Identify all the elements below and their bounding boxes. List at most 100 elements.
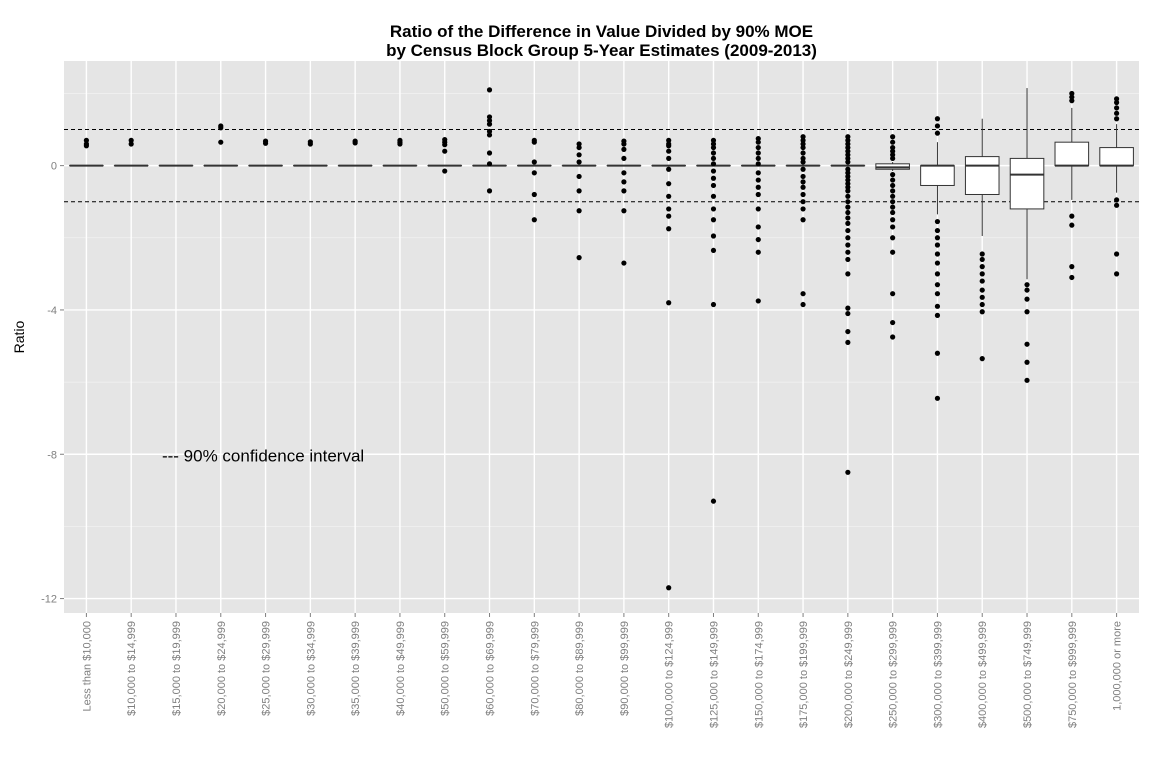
outlier-point (755, 144, 761, 151)
outlier-point (1069, 264, 1075, 270)
outlier-point (800, 159, 806, 165)
outlier-point (845, 148, 851, 154)
x-tick-label: $25,000 to $29,999 (261, 621, 273, 716)
box-group (920, 116, 955, 401)
outlier-point (1069, 274, 1075, 281)
x-tick-label: $70,000 to $79,999 (529, 621, 541, 716)
outlier-point (1024, 359, 1030, 365)
box-group (964, 118, 1000, 362)
outlier-point (890, 204, 896, 210)
outlier-point (442, 168, 448, 174)
outlier-point (576, 159, 582, 165)
outlier-point (486, 161, 493, 167)
outlier-point (890, 249, 896, 255)
outlier-point (845, 227, 851, 234)
outlier-point (755, 170, 761, 176)
box-group (517, 137, 552, 223)
x-tick-label: Less than $10,000 (81, 621, 93, 712)
outlier-point (486, 132, 493, 138)
x-tick-label: $10,000 to $14,999 (126, 621, 138, 716)
outlier-point (934, 282, 941, 288)
outlier-point (1114, 197, 1120, 203)
chart-title-line-2: by Census Block Group 5-Year Estimates (… (386, 41, 817, 60)
outlier-point (755, 150, 761, 156)
outlier-point (666, 166, 672, 172)
outlier-point (845, 209, 851, 216)
outlier-point (890, 199, 896, 205)
outlier-point (755, 298, 761, 304)
outlier-point (710, 247, 717, 254)
outlier-point (845, 242, 851, 248)
outlier-point (755, 161, 761, 167)
boxplot-series (69, 87, 1134, 591)
outlier-point (576, 208, 582, 214)
outlier-point (890, 172, 896, 178)
x-tick-label: $400,000 to $499,999 (977, 621, 989, 728)
outlier-point (890, 193, 896, 199)
outlier-point (845, 188, 851, 194)
outlier-point (890, 177, 896, 183)
outlier-point (979, 294, 985, 300)
x-tick-label: $150,000 to $174,999 (753, 621, 765, 728)
box-group (427, 137, 463, 174)
outlier-point (710, 301, 717, 308)
outlier-point (890, 319, 896, 326)
outlier-point (845, 249, 851, 255)
outlier-point (800, 217, 806, 223)
outlier-point (218, 125, 224, 131)
outlier-point (218, 139, 224, 145)
outlier-point (755, 236, 761, 243)
outlier-point (845, 204, 851, 210)
outlier-point (979, 251, 985, 257)
outlier-point (666, 155, 672, 162)
outlier-point (800, 150, 806, 156)
outlier-point (1024, 282, 1030, 288)
box-group (382, 137, 418, 167)
outlier-point (934, 130, 941, 136)
outlier-point (800, 137, 806, 143)
outlier-point (890, 139, 896, 145)
outlier-point (979, 278, 985, 284)
box-group (1054, 90, 1090, 281)
outlier-point (666, 137, 672, 143)
outlier-point (1024, 296, 1030, 302)
outlier-point (979, 301, 985, 308)
outlier-point (1114, 99, 1120, 106)
box-group (606, 138, 642, 266)
outlier-point (397, 141, 403, 147)
outlier-point (486, 121, 493, 127)
outlier-point (934, 303, 941, 309)
outlier-point (845, 328, 851, 335)
box-group (696, 137, 731, 504)
outlier-point (800, 184, 806, 190)
outlier-point (1114, 116, 1120, 122)
outlier-point (621, 141, 627, 147)
outlier-point (755, 249, 761, 255)
box-group (293, 139, 328, 167)
outlier-point (890, 291, 896, 297)
outlier-point (128, 141, 134, 147)
outlier-point (1114, 105, 1120, 111)
x-tick-label: $200,000 to $249,999 (843, 621, 855, 728)
outlier-point (666, 181, 672, 187)
x-tick-label: $15,000 to $19,999 (171, 621, 183, 716)
outlier-point (755, 191, 761, 198)
outlier-point (934, 312, 941, 318)
outlier-point (710, 182, 717, 189)
outlier-point (934, 271, 941, 277)
y-tick-label: -12 (41, 594, 57, 606)
box-group (830, 134, 866, 475)
outlier-point (934, 227, 941, 234)
outlier-point (710, 141, 717, 147)
outlier-point (1024, 341, 1030, 347)
outlier-point (531, 139, 537, 145)
outlier-point (800, 191, 806, 198)
outlier-point (1024, 309, 1030, 315)
outlier-point (934, 395, 941, 401)
y-axis-ticks: 0 -4 -8 -12 (41, 161, 64, 606)
outlier-point (1069, 98, 1075, 104)
outlier-point (128, 137, 134, 143)
outlier-point (845, 170, 851, 176)
outlier-point (845, 173, 851, 180)
